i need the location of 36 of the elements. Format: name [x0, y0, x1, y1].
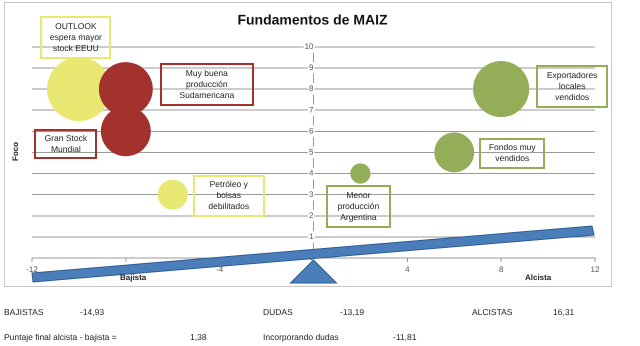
- x-tick-label: 4: [405, 265, 410, 274]
- text: ALCISTAS: [472, 307, 512, 317]
- y-tick-label: 4: [309, 168, 314, 178]
- annotation: Gran Stock Mundial: [34, 129, 98, 160]
- annotation: Petróleo y bolsas debilitados: [192, 174, 265, 217]
- annotation: Menor producción Argentina: [326, 185, 391, 228]
- y-tick-label: 5: [309, 148, 314, 157]
- text: DUDAS: [263, 307, 293, 317]
- annotation: Muy buena producción Sudamericana: [160, 62, 254, 106]
- y-tick-label: 8: [309, 84, 314, 94]
- y-tick-label: 7: [309, 105, 314, 114]
- text: -13,19: [340, 307, 364, 317]
- text: 16,31: [553, 307, 574, 317]
- text: 1,38: [190, 332, 207, 342]
- annotation: Exportadores locales vendidos: [536, 64, 608, 108]
- x-tick-label: 12: [590, 265, 600, 274]
- y-tick-label: 3: [309, 190, 314, 199]
- annotation: Fondos muy vendidos: [479, 138, 546, 169]
- chart-title: Fundamentos de MAIZ: [237, 11, 388, 28]
- text: -14,93: [80, 307, 104, 317]
- x-tick-label: -4: [216, 265, 224, 274]
- y-axis-title: Foco: [11, 142, 20, 162]
- y-tick-label: 10: [304, 42, 314, 52]
- text: BAJISTAS: [4, 307, 44, 317]
- text: Incorporando dudas: [263, 332, 339, 342]
- text: Bajista: [120, 273, 146, 282]
- y-tick-label: 6: [309, 126, 314, 136]
- x-tick-label: 8: [498, 265, 504, 274]
- annotation: OUTLOOK espera mayor stock EEUU: [40, 16, 112, 59]
- text: Alcista: [525, 273, 552, 282]
- text: -11,81: [393, 332, 416, 342]
- text: Puntaje final alcista - bajista =: [4, 332, 117, 342]
- y-tick-label: 1: [309, 232, 314, 242]
- y-tick-label: 9: [309, 63, 314, 72]
- x-tick-label: -12: [26, 265, 38, 274]
- y-tick-label: 2: [309, 210, 314, 220]
